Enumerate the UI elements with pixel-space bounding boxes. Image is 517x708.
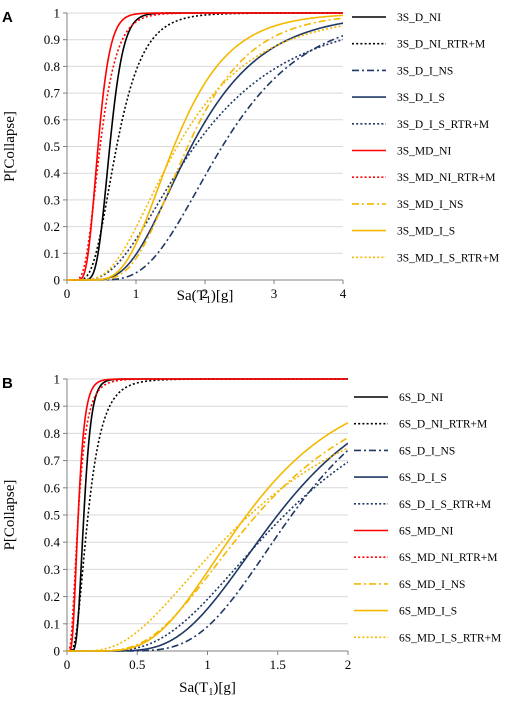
legend-label: 3S_D_I_S bbox=[397, 92, 445, 104]
series-line-6s-md-ni-rtr-m bbox=[67, 378, 348, 652]
legend-label: 6S_MD_I_S_RTR+M bbox=[399, 632, 501, 644]
series-line-6s-md-i-s-rtr-m bbox=[67, 447, 348, 652]
x-tick-label: 0.5 bbox=[129, 657, 145, 672]
legend-label: 6S_MD_NI_RTR+M bbox=[399, 552, 497, 564]
y-tick-label: 0.5 bbox=[44, 139, 60, 154]
series-line-6s-md-i-s bbox=[67, 421, 348, 652]
y-tick-label: 0.6 bbox=[44, 480, 61, 495]
legend-label: 3S_MD_NI_RTR+M bbox=[397, 172, 495, 184]
legend-label: 6S_D_I_S bbox=[399, 472, 447, 484]
y-tick-label: 0.3 bbox=[44, 562, 60, 577]
legend-label: 6S_MD_I_S bbox=[399, 606, 457, 618]
y-tick-label: 0.2 bbox=[44, 219, 60, 234]
legend-label: 6S_D_I_S_RTR+M bbox=[399, 499, 491, 511]
x-tick-label: 2 bbox=[345, 657, 352, 672]
legend-label: 3S_D_NI bbox=[397, 12, 441, 24]
y-tick-label: 0.1 bbox=[44, 616, 60, 631]
y-tick-label: 0.8 bbox=[44, 59, 60, 74]
legend-label: 3S_MD_I_NS bbox=[397, 199, 463, 211]
y-tick-label: 0 bbox=[54, 644, 61, 659]
series-line-6s-md-i-ns bbox=[67, 437, 348, 652]
y-tick-label: 1 bbox=[54, 6, 61, 21]
panel-letter: B bbox=[2, 375, 13, 392]
y-axis-title: P[Collapse] bbox=[2, 480, 18, 551]
legend-label: 6S_D_NI_RTR+M bbox=[399, 419, 487, 431]
legend-label: 6S_MD_NI bbox=[399, 526, 453, 538]
series-line-3s-d-i-s bbox=[67, 22, 343, 281]
legend-label: 3S_D_I_NS bbox=[397, 65, 453, 77]
series-line-3s-md-ni-rtr-m bbox=[67, 12, 343, 281]
series-line-3s-d-i-s-rtr-m bbox=[67, 38, 343, 281]
x-tick-label: 0 bbox=[64, 657, 71, 672]
y-tick-label: 0.2 bbox=[44, 589, 60, 604]
series-line-3s-d-i-ns bbox=[67, 35, 343, 281]
x-tick-label: 3 bbox=[271, 286, 278, 301]
chart-panel-b: B 0 0.1 0.2 0.3 0.4 0.5 0.6 0.7 0.8 0.9 1 0 0.5 1 1.5 2 S… bbox=[2, 372, 501, 699]
y-tick-label: 0.9 bbox=[44, 32, 60, 47]
legend-label: 3S_D_NI_RTR+M bbox=[397, 39, 485, 51]
y-tick-label: 0.9 bbox=[44, 399, 60, 414]
y-tick-label: 0.3 bbox=[44, 192, 60, 207]
series-line-3s-md-i-s-rtr-m bbox=[67, 24, 343, 281]
y-tick-label: 0.7 bbox=[44, 453, 61, 468]
y-tick-label: 0 bbox=[54, 273, 61, 288]
panel-letter: A bbox=[2, 9, 13, 26]
y-tick-label: 0.4 bbox=[44, 535, 61, 550]
series-line-6s-d-i-s bbox=[67, 442, 348, 652]
series-line-6s-d-i-ns bbox=[67, 449, 348, 652]
legend-label: 6S_D_I_NS bbox=[399, 445, 455, 457]
x-tick-label: 1 bbox=[204, 657, 211, 672]
series-line-3s-md-i-ns bbox=[67, 17, 343, 281]
legend-label: 6S_D_NI bbox=[399, 392, 443, 404]
y-tick-label: 1 bbox=[54, 372, 61, 387]
legend-label: 3S_MD_NI bbox=[397, 146, 451, 158]
x-axis-title: Sa(T1)[g] bbox=[179, 680, 236, 698]
x-axis-title: Sa(T1)[g] bbox=[177, 288, 234, 306]
series-line-3s-md-i-s bbox=[67, 14, 343, 281]
y-tick-label: 0.1 bbox=[44, 246, 60, 261]
x-tick-label: 1 bbox=[133, 286, 140, 301]
x-tick-label: 2 bbox=[202, 286, 209, 301]
legend-label: 3S_D_I_S_RTR+M bbox=[397, 119, 489, 131]
x-tick-label: 1.5 bbox=[270, 657, 286, 672]
legend-label: 3S_MD_I_S bbox=[397, 226, 455, 238]
y-tick-label: 0.8 bbox=[44, 426, 60, 441]
legend-label: 6S_MD_I_NS bbox=[399, 579, 465, 591]
y-tick-label: 0.7 bbox=[44, 86, 61, 101]
y-tick-label: 0.6 bbox=[44, 112, 61, 127]
x-tick-label: 4 bbox=[340, 286, 347, 301]
legend-label: 3S_MD_I_S_RTR+M bbox=[397, 252, 499, 264]
y-axis-title: P[Collapse] bbox=[2, 111, 18, 182]
chart-panel-a: A 0 0.1 0.2 0.3 0.4 0.5 0.6 0.7 0.8 0.9 1 0 1 2 3 4 Sa(T1… bbox=[2, 6, 499, 307]
y-tick-label: 0.4 bbox=[44, 166, 61, 181]
y-tick-label: 0.5 bbox=[44, 508, 60, 523]
x-tick-label: 0 bbox=[64, 286, 71, 301]
